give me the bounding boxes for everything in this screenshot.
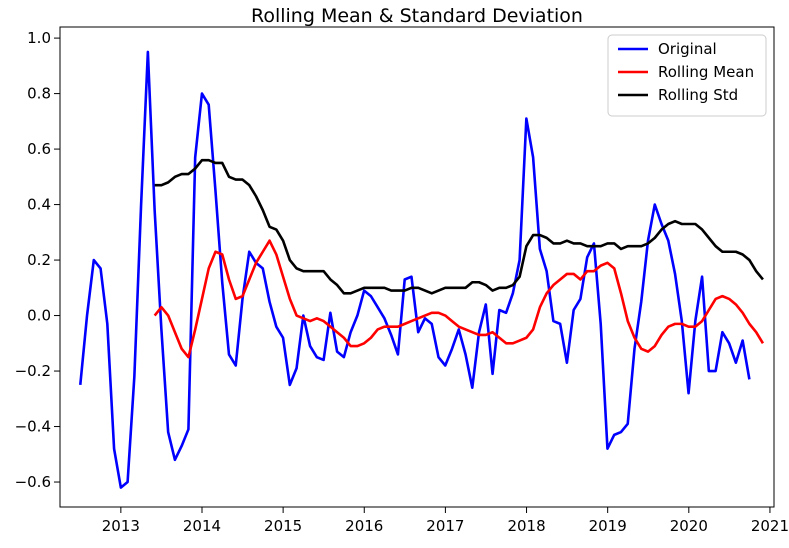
legend-label-original: Original bbox=[658, 40, 717, 58]
series-line-rolling-std bbox=[154, 158, 764, 295]
x-tick-label: 2016 bbox=[345, 517, 383, 535]
y-tick-label: 1.0 bbox=[27, 29, 51, 47]
y-tick-label: 0.8 bbox=[27, 85, 51, 103]
legend-label-rolling-mean: Rolling Mean bbox=[658, 63, 754, 81]
y-tick-label: −0.4 bbox=[15, 418, 51, 436]
series-line-original bbox=[78, 50, 751, 489]
y-axis: −0.6 −0.4 −0.2 0.0 0.2 0.4 0.6 0.8 1.0 bbox=[15, 29, 60, 491]
y-tick-label: −0.2 bbox=[15, 362, 51, 380]
y-tick-label: 0.4 bbox=[27, 196, 51, 214]
x-tick-label: 2015 bbox=[264, 517, 302, 535]
x-tick-label: 2017 bbox=[426, 517, 464, 535]
x-tick-label: 2014 bbox=[183, 517, 221, 535]
series-line-rolling-mean bbox=[153, 239, 765, 359]
x-axis: 2013 2014 2015 2016 2017 2018 2019 2020 2021 bbox=[102, 507, 789, 535]
y-tick-label: 0.0 bbox=[27, 307, 51, 325]
y-tick-label: 0.2 bbox=[27, 251, 51, 269]
y-tick-label: 0.6 bbox=[27, 140, 51, 158]
x-tick-label: 2019 bbox=[589, 517, 627, 535]
series-layer bbox=[78, 50, 765, 489]
legend-label-rolling-std: Rolling Std bbox=[658, 86, 738, 104]
y-tick-label: −0.6 bbox=[15, 473, 51, 491]
x-tick-label: 2020 bbox=[670, 517, 708, 535]
x-tick-label: 2021 bbox=[751, 517, 789, 535]
plot-frame bbox=[59, 26, 775, 508]
x-tick-label: 2013 bbox=[102, 517, 140, 535]
chart-title: Rolling Mean & Standard Deviation bbox=[251, 5, 583, 27]
x-tick-label: 2018 bbox=[507, 517, 545, 535]
legend: Original Rolling Mean Rolling Std bbox=[607, 34, 767, 117]
